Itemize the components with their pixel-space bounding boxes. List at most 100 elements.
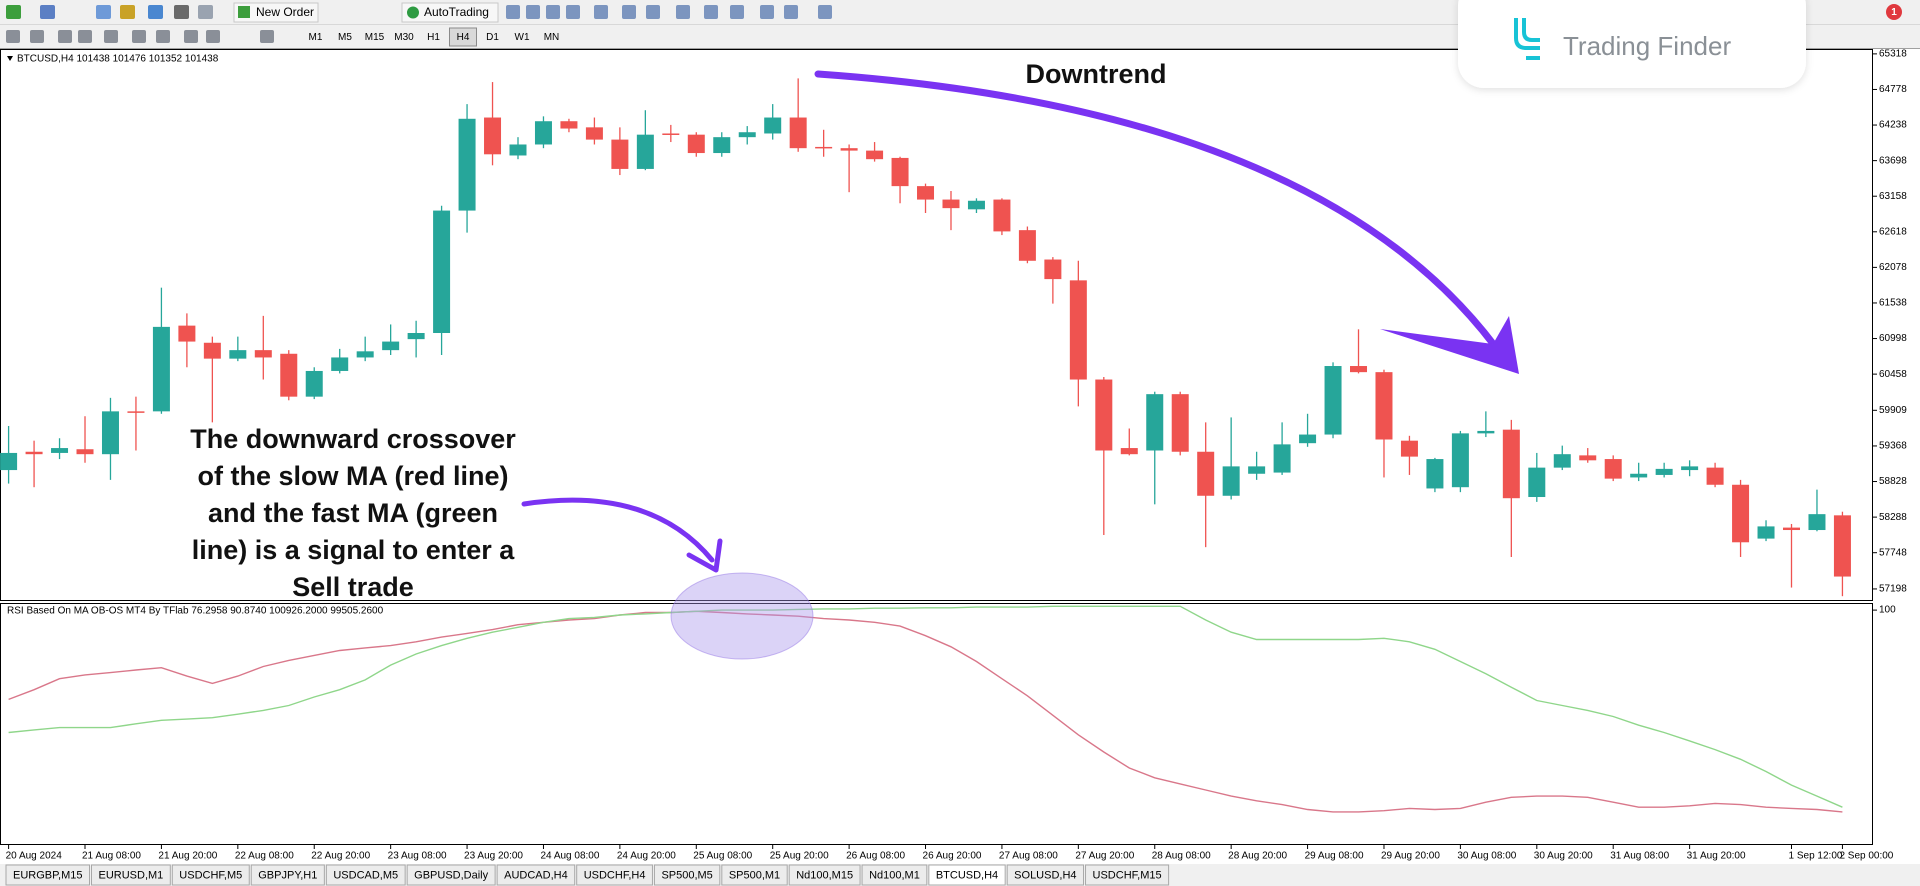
chart-tab-label[interactable]: GBPJPY,H1 [258, 869, 317, 881]
candle-body [687, 134, 705, 154]
chart-tab[interactable] [576, 864, 653, 886]
notification-badge[interactable] [1886, 4, 1902, 20]
chart-tab[interactable] [721, 864, 788, 886]
toolbar-icon[interactable] [96, 5, 111, 19]
toolbar-icon[interactable] [646, 5, 660, 19]
timeframe-button[interactable]: H4 [457, 32, 470, 43]
toolbar-icon[interactable] [6, 30, 20, 43]
chart-tab[interactable] [406, 864, 496, 886]
toolbar-icon[interactable] [78, 30, 92, 43]
timeframe-button[interactable]: D1 [486, 32, 499, 43]
price-pane [0, 49, 1873, 601]
downtrend-arrow [814, 70, 1509, 364]
x-tick-label: 1 Sep 12:00 [1789, 851, 1843, 862]
candle-body [1273, 444, 1291, 473]
toolbar-icon[interactable] [30, 30, 44, 43]
chart-tab-label[interactable]: SOLUSD,H4 [1014, 869, 1076, 881]
toolbar-icon[interactable] [104, 30, 118, 43]
toolbar-icon[interactable] [566, 5, 580, 19]
chart-tab-label[interactable]: USDCAD,M5 [333, 869, 398, 881]
toolbar-icon[interactable] [818, 5, 832, 19]
toolbar-icon[interactable] [58, 30, 72, 43]
toolbar-icon[interactable] [594, 5, 608, 19]
indicator-title: RSI Based On MA OB-OS MT4 By TFlab 76.29… [7, 606, 384, 617]
chart-tab-label[interactable]: USDCHF,M5 [179, 869, 242, 881]
toolbar-icon[interactable] [206, 30, 220, 43]
toolbar-icon[interactable] [760, 5, 774, 19]
candle-body [0, 452, 18, 471]
x-tick-label: 29 Aug 08:00 [1305, 851, 1364, 862]
candle-body [1553, 454, 1571, 468]
toolbar-icon[interactable] [730, 5, 744, 19]
chart-tab-label[interactable]: Nd100,M15 [796, 869, 853, 881]
toolbar-icon[interactable] [198, 5, 213, 19]
chart-tab[interactable] [325, 864, 406, 886]
chart-tab-label[interactable]: BTCUSD,H4 [936, 869, 998, 881]
y-tick-label: 62618 [1879, 226, 1907, 237]
timeframe-button[interactable]: H1 [427, 32, 440, 43]
x-tick-label: 27 Aug 20:00 [1075, 851, 1134, 862]
toolbar-icon[interactable] [120, 5, 135, 19]
candle-body [585, 127, 603, 140]
chart-tab-label[interactable]: Nd100,M1 [869, 869, 920, 881]
chart-tab-label[interactable]: EURUSD,M1 [99, 869, 164, 881]
timeframe-button[interactable]: M15 [365, 32, 385, 43]
chart-tab[interactable] [653, 864, 721, 886]
autotrading-button[interactable] [401, 2, 499, 23]
toolbar-icon[interactable] [132, 30, 146, 43]
timeframe-button[interactable]: M5 [338, 32, 352, 43]
chart-tab[interactable] [1006, 864, 1085, 886]
x-tick-label: 25 Aug 08:00 [693, 851, 752, 862]
candle-body [1732, 484, 1750, 543]
chart-tab-label[interactable]: USDCHF,H4 [584, 869, 646, 881]
chart-tab[interactable] [496, 864, 576, 886]
autotrading-label[interactable]: AutoTrading [424, 5, 489, 19]
toolbar-icon[interactable] [40, 5, 55, 19]
chart-tab[interactable] [788, 864, 861, 886]
timeframe-button[interactable]: M1 [309, 32, 323, 43]
toolbar-icon[interactable] [156, 30, 170, 43]
toolbar-icon[interactable] [546, 5, 560, 19]
chart-tab-label[interactable]: SP500,M1 [729, 869, 780, 881]
candle-body [25, 451, 43, 455]
chart-tab[interactable] [928, 864, 1006, 886]
chart-tab-label[interactable]: SP500,M5 [661, 869, 712, 881]
timeframe-button[interactable]: MN [544, 32, 560, 43]
chart-tab[interactable] [91, 864, 171, 886]
toolbar-icon[interactable] [704, 5, 718, 19]
candle-body [331, 357, 349, 371]
note-line: line) is a signal to enter a [192, 535, 516, 565]
chart-tab-label[interactable]: GBPUSD,Daily [414, 869, 488, 881]
toolbar-icon[interactable] [184, 30, 198, 43]
x-tick-label: 30 Aug 08:00 [1457, 851, 1516, 862]
chart-tab[interactable] [171, 864, 250, 886]
chart-tab-label[interactable]: USDCHF,M15 [1093, 869, 1162, 881]
candle-body [738, 132, 756, 138]
chart-tab-label[interactable]: AUDCAD,H4 [504, 869, 568, 881]
x-tick-label: 22 Aug 08:00 [235, 851, 294, 862]
y-tick-label: 60998 [1879, 333, 1907, 344]
toolbar-icon[interactable] [6, 5, 21, 19]
chart-tab-label[interactable]: EURGBP,M15 [13, 869, 83, 881]
candle-body [815, 146, 833, 149]
x-tick-label: 30 Aug 20:00 [1534, 851, 1593, 862]
new-order-button[interactable] [233, 2, 319, 23]
chart-tab[interactable] [861, 864, 928, 886]
chart-tab[interactable] [5, 864, 90, 886]
toolbar-icon[interactable] [506, 5, 520, 19]
toolbar-icon[interactable] [526, 5, 540, 19]
y-tick-label: 58828 [1879, 476, 1907, 487]
toolbar-icon[interactable] [676, 5, 690, 19]
timeframe-button[interactable]: W1 [515, 32, 530, 43]
toolbar-icon[interactable] [784, 5, 798, 19]
chart-tab[interactable] [250, 864, 325, 886]
new-order-label[interactable]: New Order [256, 5, 314, 19]
toolbar-icon[interactable] [622, 5, 636, 19]
chart-tab[interactable] [1085, 864, 1170, 886]
toolbar-icon[interactable] [260, 30, 274, 43]
candle-body [1018, 230, 1036, 261]
timeframe-button[interactable]: M30 [394, 32, 414, 43]
toolbar-icon[interactable] [148, 5, 163, 19]
toolbar-icon[interactable] [174, 5, 189, 19]
